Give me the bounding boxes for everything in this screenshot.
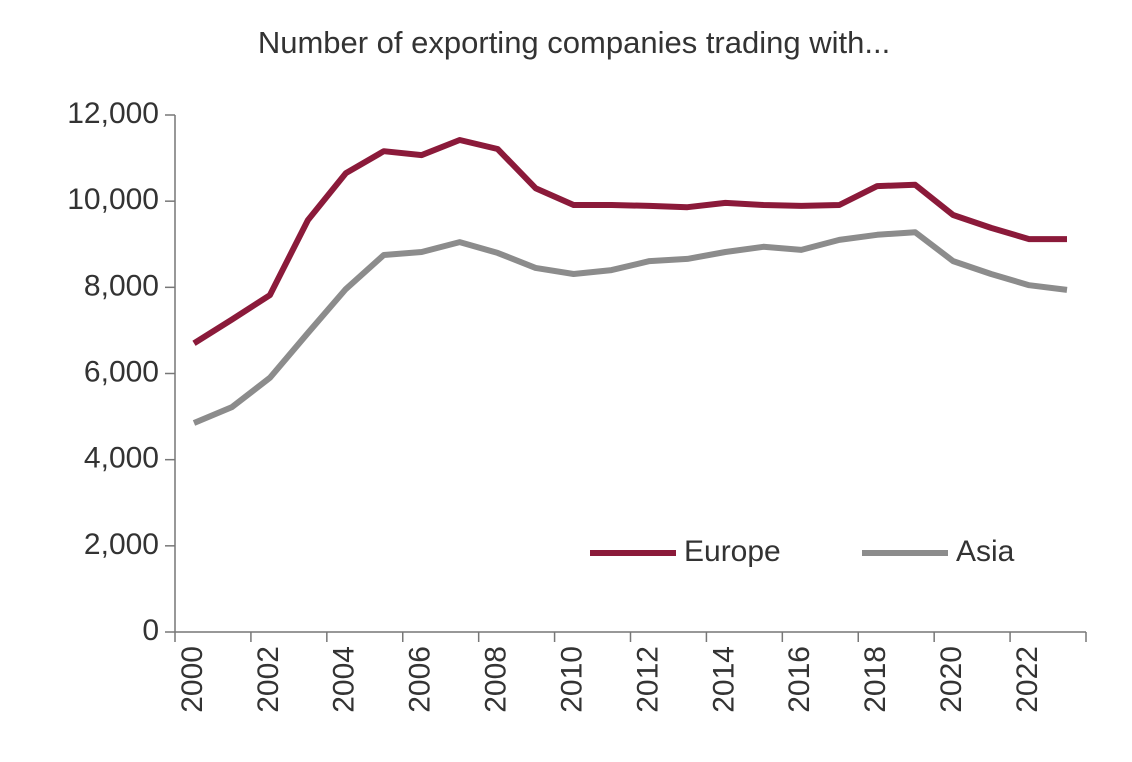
x-tick-label: 2008 — [480, 646, 513, 713]
x-tick-label: 2010 — [555, 646, 588, 713]
x-tick-label: 2002 — [252, 646, 285, 713]
y-tick-label: 6,000 — [84, 355, 159, 388]
x-tick-label: 2012 — [631, 646, 664, 713]
x-tick-label: 2006 — [404, 646, 437, 713]
legend-label: Europe — [684, 535, 781, 568]
y-tick-label: 8,000 — [84, 269, 159, 302]
y-tick-label: 10,000 — [67, 183, 159, 216]
series-line — [192, 229, 1068, 426]
y-tick-label: 4,000 — [84, 442, 159, 475]
x-tick-label: 2016 — [783, 646, 816, 713]
y-tick-label: 12,000 — [67, 97, 159, 130]
legend-label: Asia — [956, 535, 1015, 568]
series-line — [192, 137, 1067, 346]
y-tick-label: 0 — [142, 614, 159, 647]
x-tick-label: 2022 — [1011, 646, 1044, 713]
x-tick-label: 2000 — [176, 646, 209, 713]
x-tick-label: 2014 — [707, 646, 740, 713]
x-tick-label: 2020 — [935, 646, 968, 713]
y-tick-label: 2,000 — [84, 528, 159, 561]
chart-title: Number of exporting companies trading wi… — [258, 25, 890, 60]
x-tick-label: 2018 — [859, 646, 892, 713]
x-tick-label: 2004 — [328, 646, 361, 713]
